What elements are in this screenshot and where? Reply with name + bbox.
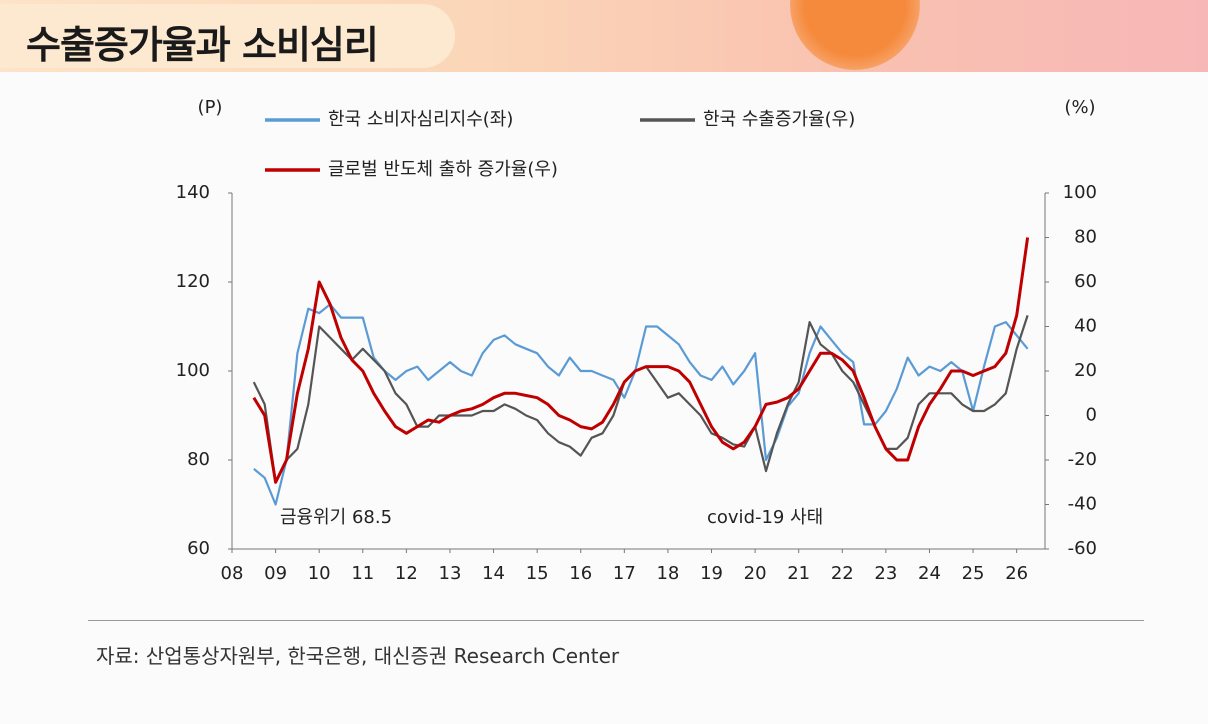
y-tick-label: 60 bbox=[187, 538, 210, 559]
x-tick-label: 15 bbox=[526, 563, 549, 584]
y2-tick-label: 60 bbox=[1074, 271, 1097, 292]
x-tick-label: 18 bbox=[656, 563, 679, 584]
x-tick-label: 11 bbox=[351, 563, 374, 584]
y-tick-label: 140 bbox=[176, 182, 210, 203]
annotation: 금융위기 68.5 bbox=[280, 507, 392, 528]
x-tick-label: 10 bbox=[308, 563, 331, 584]
legend-label: 한국 수출증가율(우) bbox=[703, 109, 855, 130]
y2-tick-label: -60 bbox=[1068, 538, 1097, 559]
x-tick-label: 13 bbox=[439, 563, 462, 584]
y2-tick-label: 0 bbox=[1086, 405, 1097, 426]
source: 자료: 산업통상자원부, 한국은행, 대신증권 Research Center bbox=[96, 644, 620, 668]
y-axis-label: (P) bbox=[198, 97, 223, 118]
y2-tick-label: 20 bbox=[1074, 360, 1097, 381]
x-tick-label: 23 bbox=[874, 563, 897, 584]
legend-label: 한국 소비자심리지수(좌) bbox=[328, 109, 513, 130]
annotation: covid-19 사태 bbox=[707, 507, 823, 528]
y2-tick-label: 80 bbox=[1074, 227, 1097, 248]
x-tick-label: 08 bbox=[221, 563, 244, 584]
x-tick-label: 20 bbox=[744, 563, 767, 584]
series-line bbox=[252, 237, 1030, 484]
x-tick-label: 09 bbox=[264, 563, 287, 584]
x-tick-label: 25 bbox=[962, 563, 985, 584]
legend-label: 글로벌 반도체 출하 증가율(우) bbox=[328, 159, 558, 180]
x-tick-label: 14 bbox=[482, 563, 505, 584]
divider bbox=[88, 620, 1144, 621]
y2-tick-label: 40 bbox=[1074, 316, 1097, 337]
x-tick-label: 19 bbox=[700, 563, 723, 584]
title: 수출증가율과 소비심리 bbox=[26, 23, 379, 67]
x-tick-label: 16 bbox=[569, 563, 592, 584]
y2-tick-label: -20 bbox=[1068, 449, 1097, 470]
y-tick-label: 80 bbox=[187, 449, 210, 470]
series-line bbox=[253, 303, 1029, 506]
x-tick-label: 12 bbox=[395, 563, 418, 584]
y2-tick-label: 100 bbox=[1063, 182, 1097, 203]
x-tick-label: 22 bbox=[831, 563, 854, 584]
y2-axis-label: (%) bbox=[1064, 97, 1095, 118]
x-tick-label: 17 bbox=[613, 563, 636, 584]
y-tick-label: 100 bbox=[176, 360, 210, 381]
title-box: 수출증가율과 소비심리 bbox=[0, 4, 455, 68]
chart: (P) (%) 금융위기 68.5 covid-19 사태 6080100120… bbox=[176, 97, 1097, 584]
x-tick-label: 21 bbox=[787, 563, 810, 584]
y2-tick-label: -40 bbox=[1068, 494, 1097, 515]
y-tick-label: 120 bbox=[176, 271, 210, 292]
x-tick-label: 24 bbox=[918, 563, 941, 584]
x-tick-label: 26 bbox=[1005, 563, 1028, 584]
